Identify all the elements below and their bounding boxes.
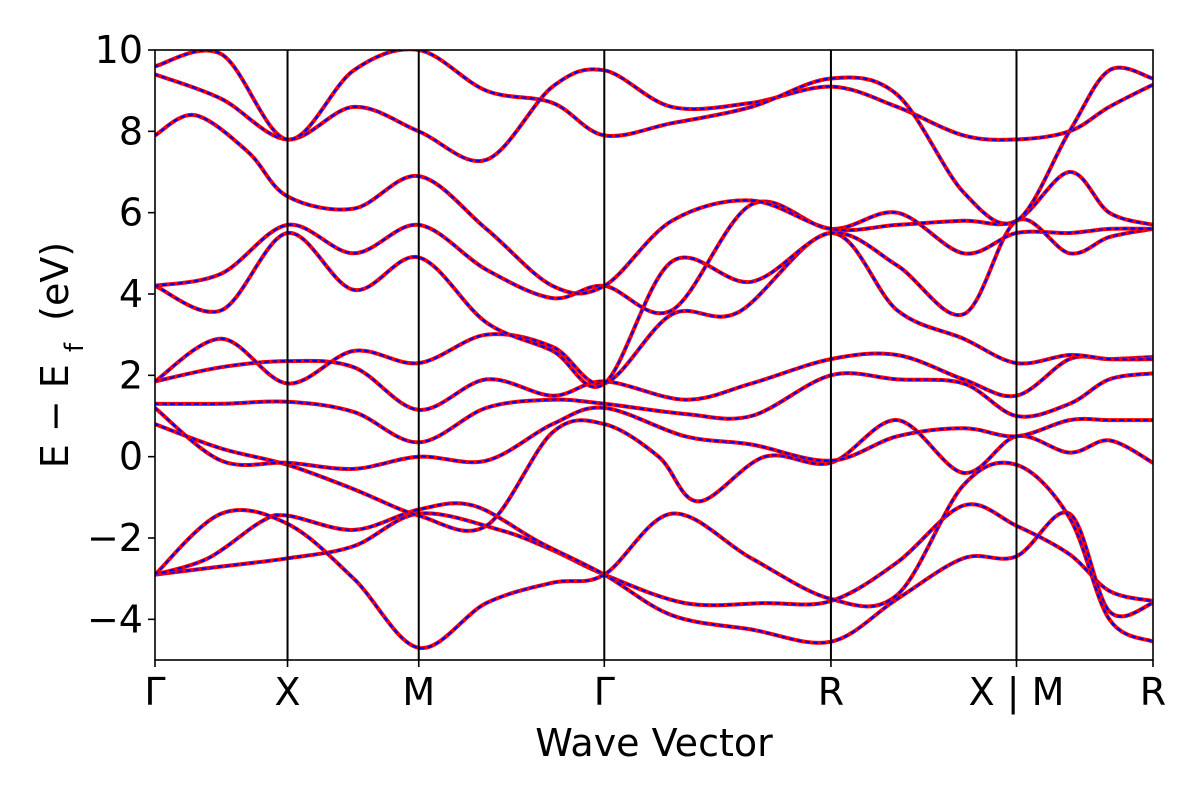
y-tick-label: 6 <box>119 191 143 235</box>
band-line-6 <box>155 371 1153 445</box>
high-symmetry-lines <box>286 50 1018 660</box>
x-tick-label: R <box>1140 670 1166 714</box>
x-axis-ticks: Γ X M Γ R X | M R <box>144 660 1166 715</box>
band-line-dashed-6 <box>155 372 1153 444</box>
x-tick-label: R <box>818 670 844 714</box>
y-axis-label-unit: (eV) <box>33 242 77 321</box>
band-line-dashed-9 <box>155 218 1153 388</box>
x-tick-label: M <box>402 670 435 714</box>
band-line-10 <box>155 199 1153 316</box>
y-tick-label: 4 <box>119 272 143 316</box>
y-tick-label: 10 <box>95 28 143 72</box>
y-axis-label-subscript: f <box>60 342 90 352</box>
band-line-12 <box>155 67 1153 164</box>
y-tick-label: −4 <box>87 597 143 641</box>
y-tick-label: −2 <box>87 516 143 560</box>
x-tick-label: X <box>275 670 301 714</box>
band-line-dashed-7 <box>155 352 1153 412</box>
x-tick-label: Γ <box>144 670 165 714</box>
y-tick-label: 2 <box>119 353 143 397</box>
band-line-dashed-10 <box>155 200 1153 315</box>
band-line-dashed-1 <box>155 503 1153 607</box>
plot-frame <box>154 49 1154 661</box>
x-tick-label: Γ <box>594 670 615 714</box>
band-line-5 <box>155 405 1153 471</box>
y-tick-label: 8 <box>119 109 143 153</box>
x-tick-label: X | M <box>969 670 1065 715</box>
bands-layer <box>155 50 1153 650</box>
y-axis-ticks: −4 −2 0 2 4 6 8 10 <box>87 28 155 641</box>
y-tick-label: 0 <box>119 435 143 479</box>
band-line-dashed-3 <box>155 461 1153 649</box>
band-line-dashed-13 <box>155 50 1153 225</box>
y-axis-label: E − E f (eV) <box>33 242 90 468</box>
band-line-dashed-2 <box>155 502 1153 644</box>
x-axis-label: Wave Vector <box>535 721 773 765</box>
band-line-dashed-12 <box>155 68 1153 163</box>
y-axis-label-main: E − E <box>33 364 77 468</box>
band-line-dashed-5 <box>155 406 1153 471</box>
